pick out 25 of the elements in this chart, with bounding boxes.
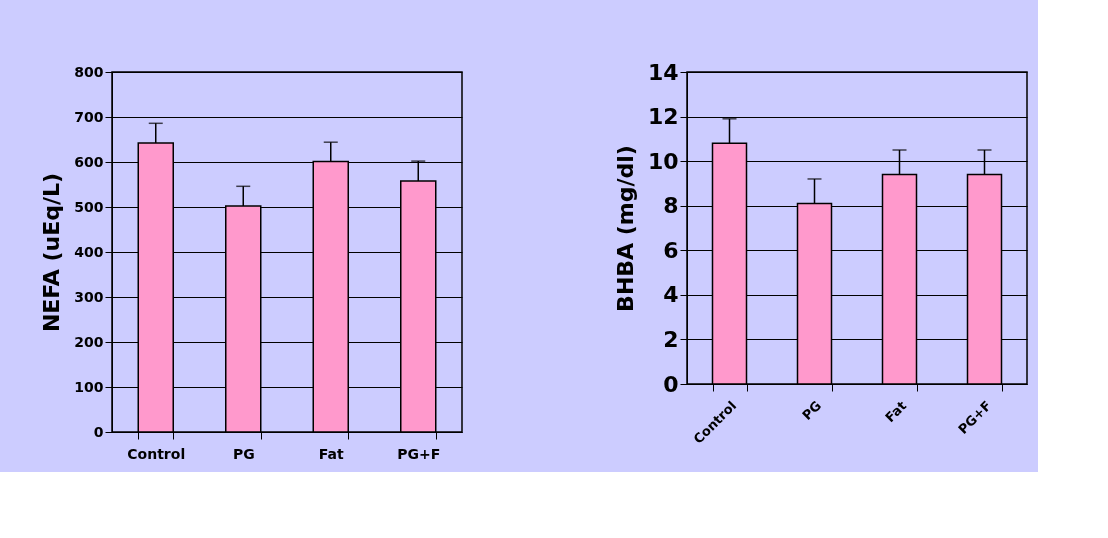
y-tick-label: 700: [74, 108, 104, 125]
y-axis-title: BHBA (mg/dl): [612, 145, 638, 312]
y-tick-label: 8: [663, 193, 679, 219]
y-tick-label: 0: [93, 423, 104, 440]
y-tick-label: 400: [74, 243, 104, 260]
x-tick-label: Control: [127, 445, 186, 462]
y-tick-label: 100: [74, 378, 104, 395]
x-tick-label: Fat: [318, 445, 344, 462]
x-tick-label: Fat: [882, 398, 910, 426]
y-tick-label: 500: [74, 198, 104, 215]
y-tick-label: 800: [74, 63, 104, 80]
y-tick-label: 12: [647, 104, 679, 130]
x-tick-label: PG: [799, 398, 825, 423]
y-tick-label: 14: [647, 59, 679, 85]
x-tick-label: PG+F: [397, 445, 441, 462]
y-tick-label: 600: [74, 153, 104, 170]
y-tick-label: 10: [647, 148, 679, 174]
x-tick-label: PG: [232, 445, 255, 462]
y-tick-label: 0: [663, 371, 679, 397]
y-tick-label: 6: [663, 237, 679, 263]
y-tick-label: 4: [663, 282, 679, 308]
y-tick-label: 300: [74, 288, 104, 305]
y-tick-label: 2: [663, 326, 679, 352]
y-axis-title: NEFA (uEq/L): [39, 172, 65, 333]
y-tick-label: 200: [74, 333, 104, 350]
